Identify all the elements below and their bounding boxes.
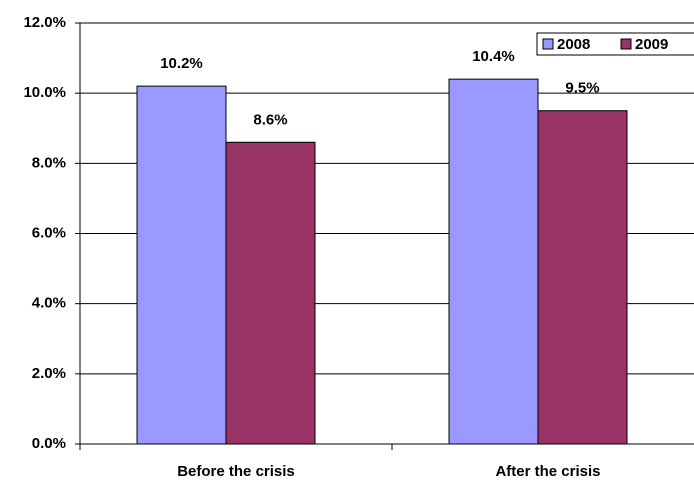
value-label: 9.5%	[565, 80, 599, 97]
value-label: 8.6%	[253, 111, 287, 128]
y-tick-label: 2.0%	[32, 365, 66, 382]
legend-box	[536, 32, 694, 56]
bar	[225, 141, 316, 445]
legend-swatch	[620, 38, 632, 50]
y-tick-label: 4.0%	[32, 295, 66, 312]
y-tick-label: 8.0%	[32, 154, 66, 171]
bar	[136, 85, 227, 445]
x-tick-label: After the crisis	[495, 463, 600, 480]
legend-swatch	[542, 38, 554, 50]
value-label: 10.4%	[472, 48, 515, 65]
bar	[448, 78, 539, 445]
y-tick-label: 0.0%	[32, 435, 66, 452]
y-tick-label: 12.0%	[23, 14, 66, 31]
y-tick-label: 6.0%	[32, 224, 66, 241]
legend-label: 2009	[635, 36, 668, 53]
legend-label: 2008	[557, 36, 590, 53]
bar	[537, 110, 628, 445]
y-tick-label: 10.0%	[23, 84, 66, 101]
x-tick-label: Before the crisis	[177, 463, 295, 480]
value-label: 10.2%	[160, 55, 203, 72]
